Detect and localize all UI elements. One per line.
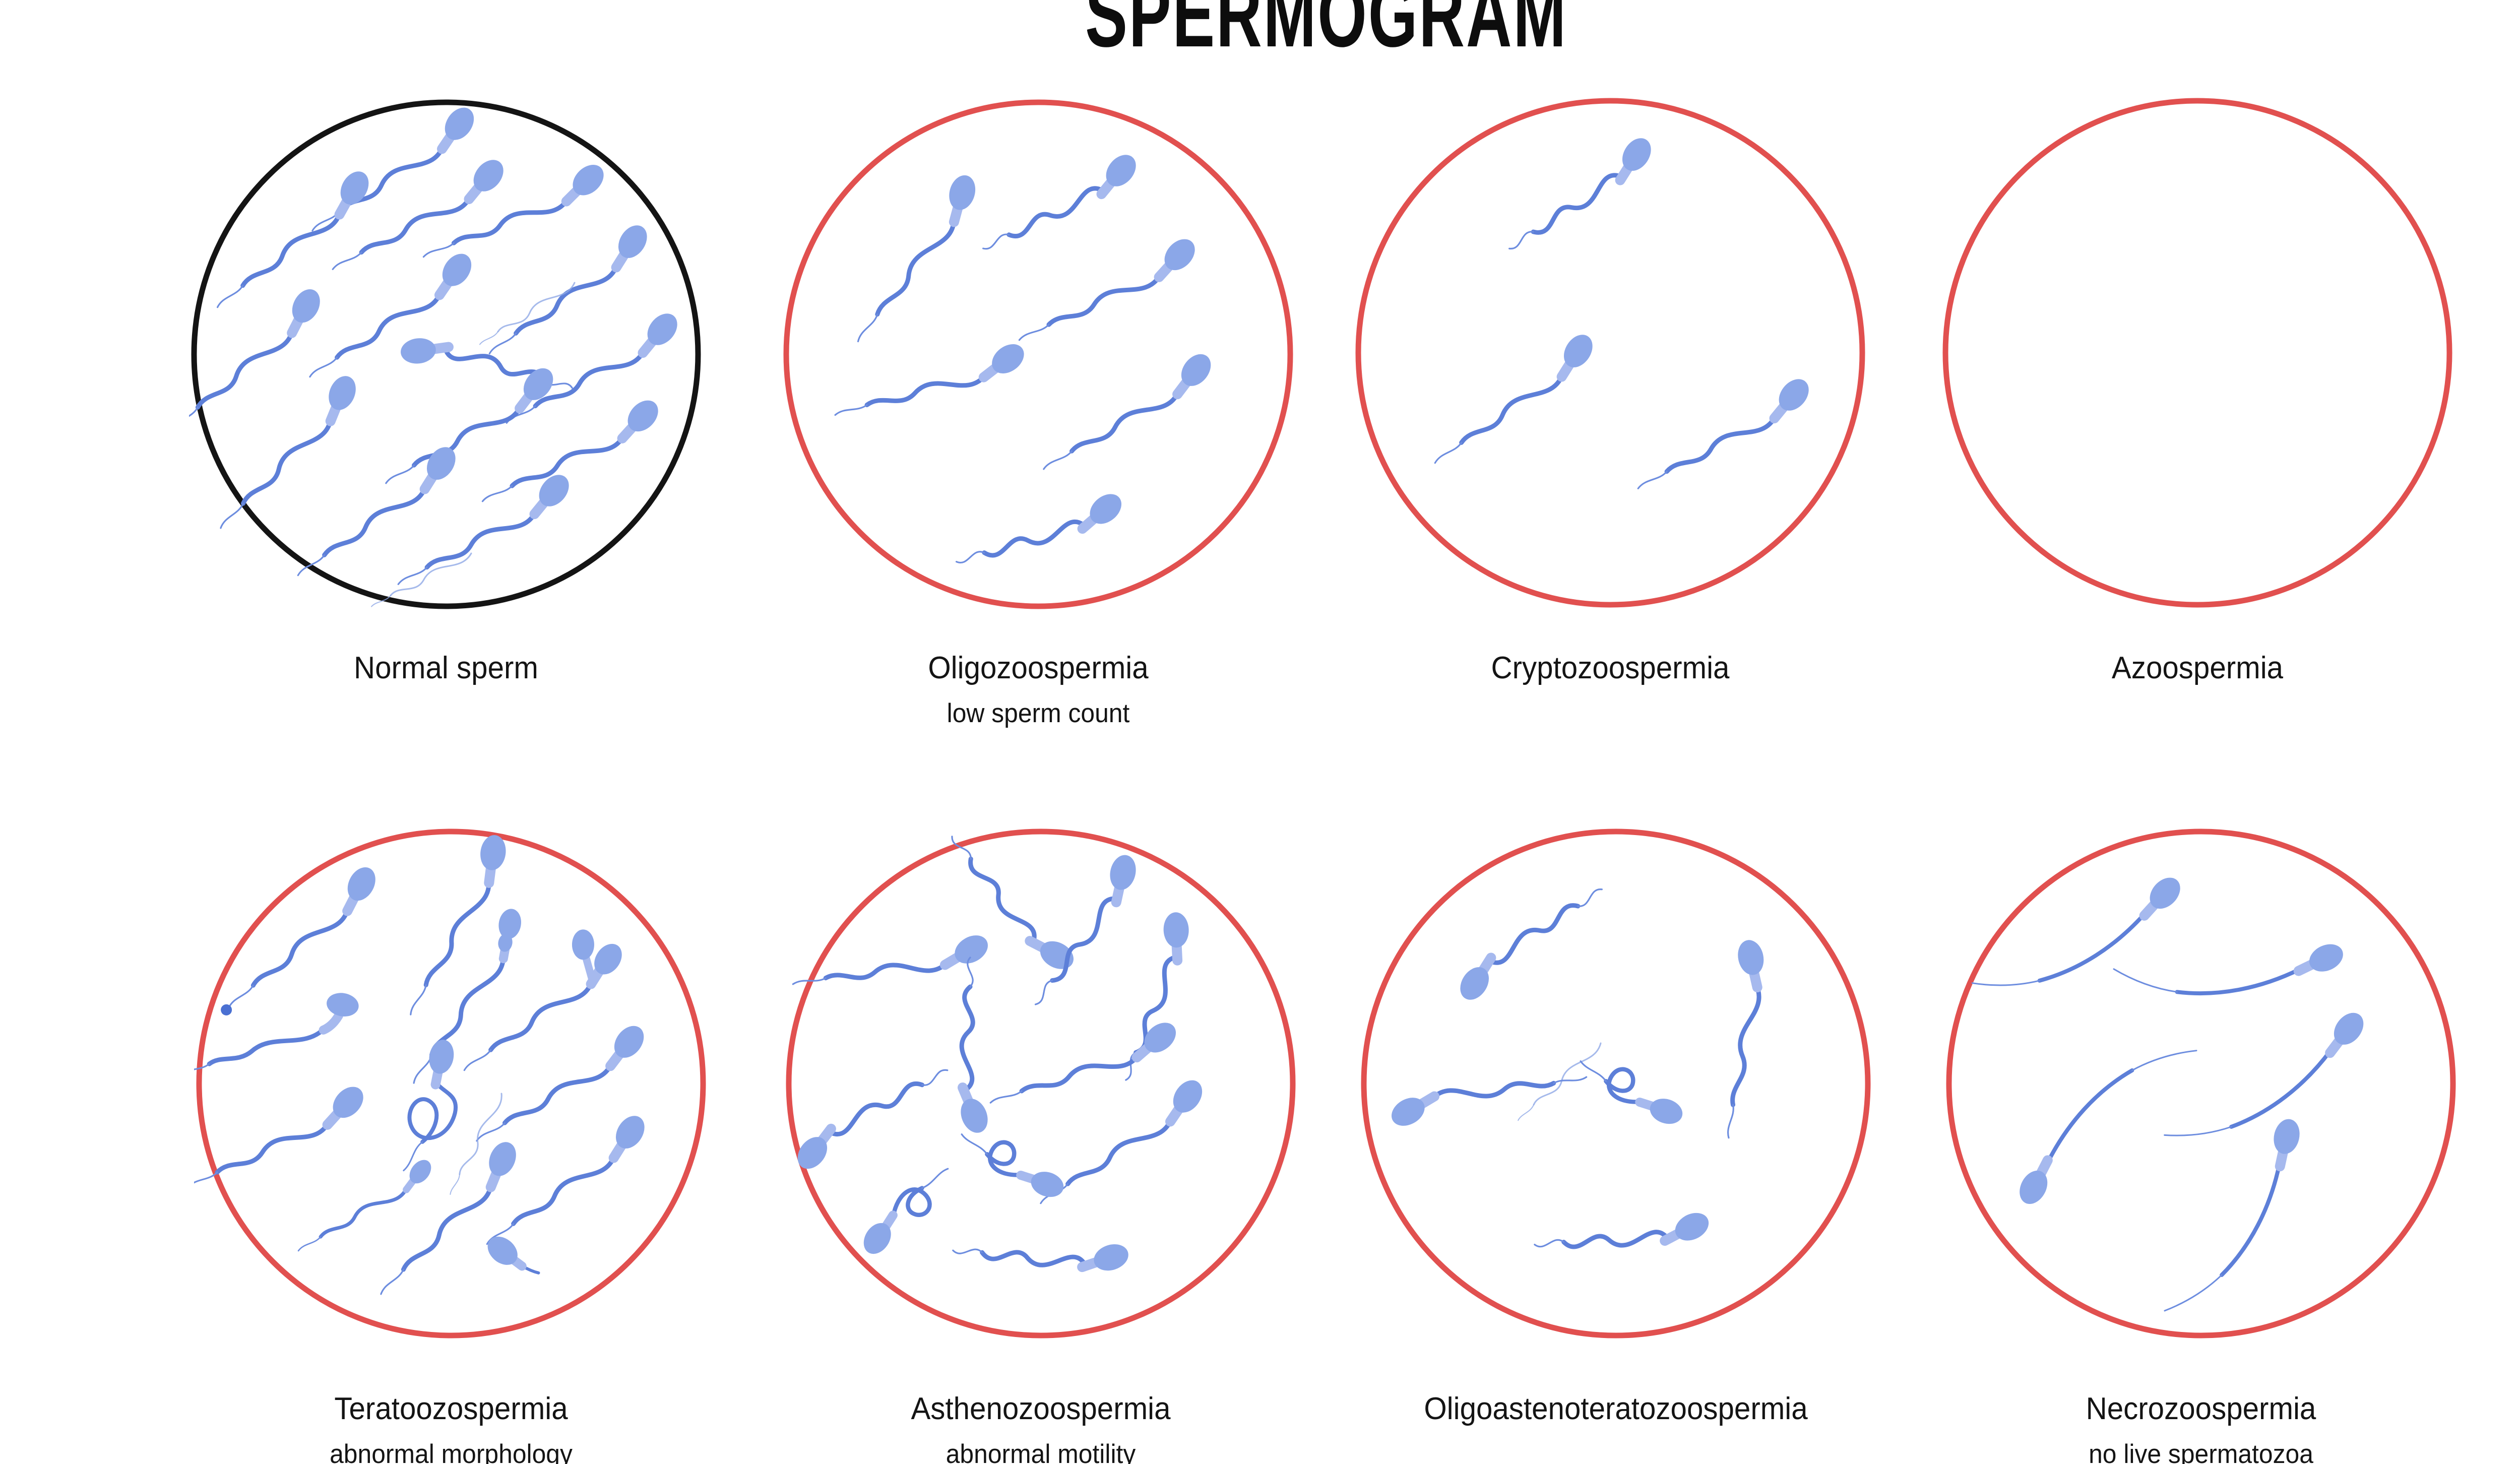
petri-dish-necrozoospermia [1946, 829, 2456, 1339]
panel-caption-necrozoospermia: Necrozoospermia no live spermatozoa [1960, 1391, 2443, 1464]
dish-ring-abnormal [783, 99, 1293, 609]
panel-label: Normal sperm [354, 651, 538, 685]
dish-ring-abnormal [1946, 829, 2456, 1339]
petri-dish-azoospermia [1942, 98, 2452, 608]
panel-caption-asthenozoospermia: Asthenozoospermia abnormal motility [799, 1391, 1283, 1464]
panel-caption-azoospermia: Azoospermia [1956, 651, 2439, 685]
dish-ring-abnormal [1361, 829, 1871, 1339]
panel-label: Oligozoospermia [928, 651, 1149, 685]
panel-label: Necrozoospermia [2086, 1391, 2316, 1426]
petri-dish-cryptozoospermia [1355, 98, 1865, 608]
page-title: SPERMOGRAM [1085, 0, 1567, 67]
panel-caption-teratoozospermia: Teratoozospermia abnormal morphology [210, 1391, 693, 1464]
dish-ring-abnormal [196, 829, 706, 1339]
petri-dish-oligoastenoteratozoospermia [1361, 829, 1871, 1339]
panel-label: Teratoozospermia [334, 1391, 568, 1426]
petri-dish-asthenozoospermia [784, 826, 1296, 1339]
panel-caption-oligozoospermia: Oligozoospermia low sperm count [797, 651, 1280, 729]
dish-ring-abnormal [1355, 98, 1865, 608]
panel-label: Azoospermia [2111, 651, 2284, 685]
panel-label: Asthenozoospermia [911, 1391, 1171, 1426]
panel-sublabel: no live spermatozoa [2089, 1439, 2313, 1464]
panel-caption-cryptozoospermia: Cryptozoospermia [1369, 651, 1852, 685]
panel-sublabel: abnormal motility [946, 1439, 1136, 1464]
dish-ring-abnormal [1942, 98, 2452, 608]
petri-dish-teratoozospermia [194, 826, 706, 1339]
panel-caption-normal-sperm: Normal sperm [205, 651, 688, 685]
petri-dish-oligozoospermia [783, 99, 1293, 609]
panel-caption-oligoastenoteratozoospermia: Oligoastenoteratozoospermia [1374, 1391, 1858, 1426]
petri-dish-normal-sperm [189, 97, 701, 609]
panel-label: Oligoastenoteratozoospermia [1424, 1391, 1808, 1426]
panel-label: Cryptozoospermia [1491, 651, 1730, 685]
panel-sublabel: low sperm count [947, 698, 1130, 729]
panel-sublabel: abnormal morphology [330, 1439, 573, 1464]
